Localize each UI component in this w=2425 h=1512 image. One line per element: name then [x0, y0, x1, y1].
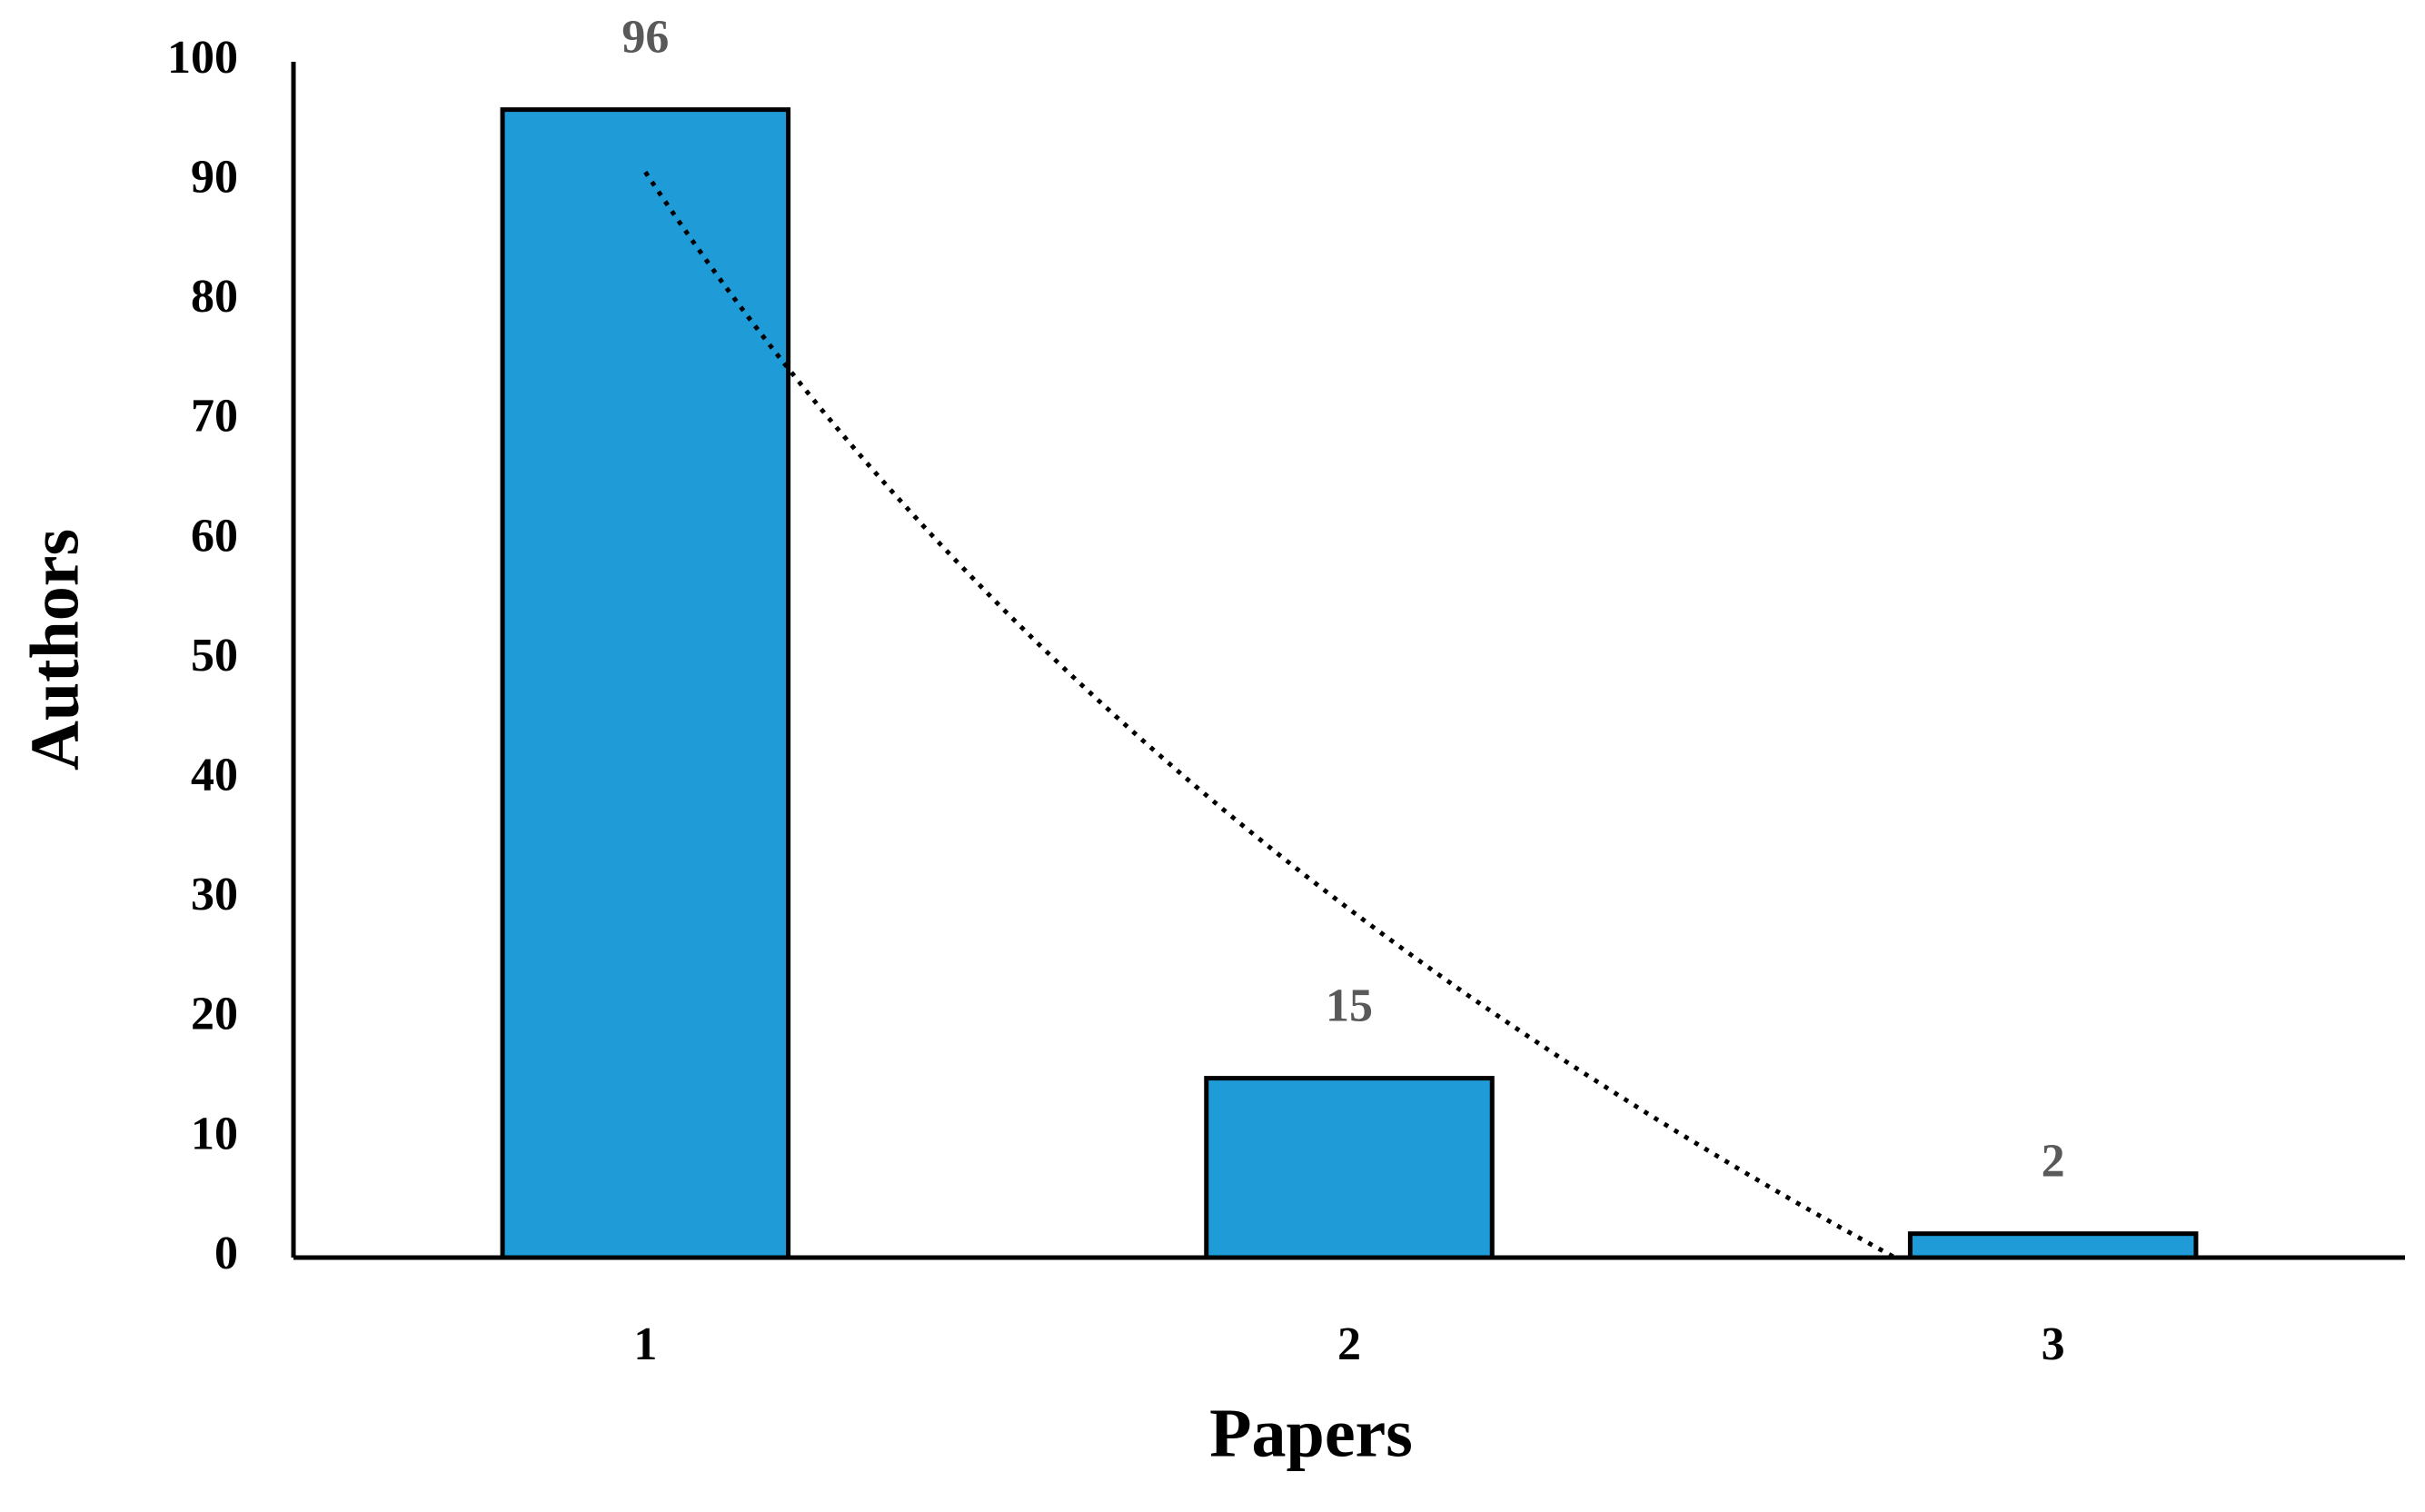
bar [1907, 1231, 2199, 1260]
x-tick-label: 2 [1337, 1318, 1361, 1370]
data-label: 96 [621, 12, 669, 64]
y-tick-label: 60 [191, 510, 238, 562]
y-tick-label: 30 [191, 869, 238, 920]
data-label: 15 [1326, 980, 1373, 1032]
y-tick-label: 20 [191, 989, 238, 1040]
bar [1204, 1076, 1495, 1260]
y-tick-label: 70 [191, 391, 238, 443]
y-tick-label: 50 [191, 630, 238, 681]
x-axis-title: Papers [1209, 1395, 1413, 1471]
data-label: 2 [2042, 1136, 2065, 1188]
y-tick-label: 0 [214, 1228, 238, 1279]
y-tick-label: 80 [191, 271, 238, 323]
y-tick-label: 10 [191, 1108, 238, 1159]
y-axis-title: Authors [16, 529, 93, 771]
x-tick-label: 1 [633, 1318, 657, 1370]
bar [500, 107, 791, 1260]
y-tick-label: 100 [167, 32, 238, 84]
y-tick-label: 90 [191, 152, 238, 204]
y-tick-label: 40 [191, 750, 238, 801]
x-tick-label: 3 [2042, 1318, 2065, 1370]
trendline [643, 170, 1896, 1260]
